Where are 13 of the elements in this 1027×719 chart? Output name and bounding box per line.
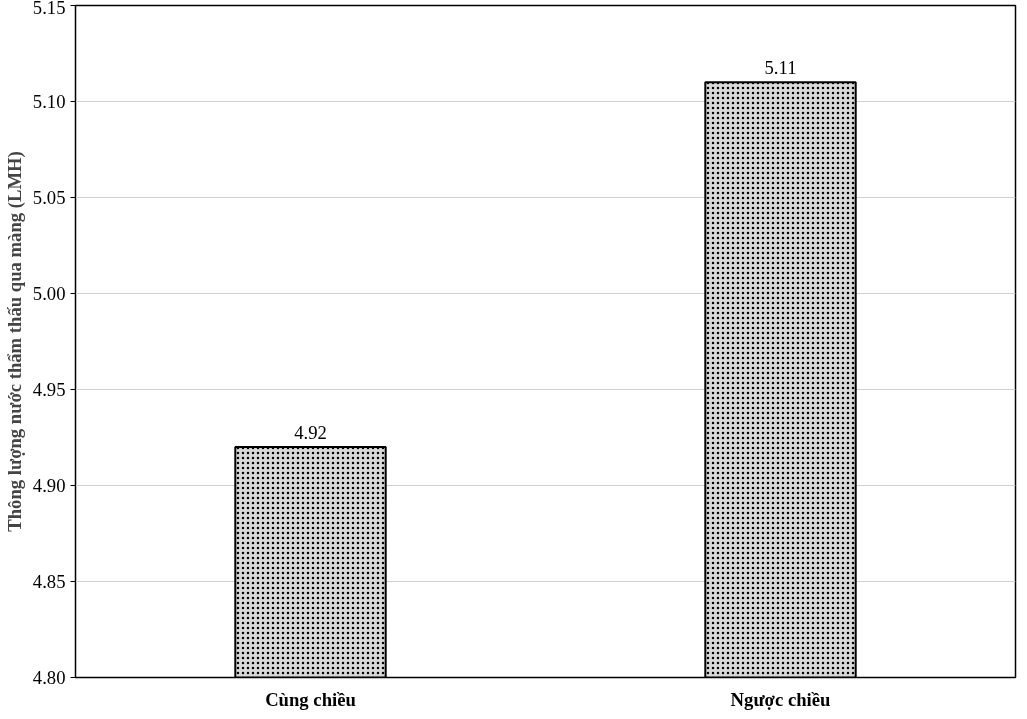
data-label: 5.11 [764,57,797,79]
y-tick-label: 4.90 [32,475,66,496]
x-tick-label: Ngược chiều [730,688,831,710]
y-axis-title: Thông lượng nước thẩm thấu qua màng (LMH) [3,151,26,532]
data-label: 4.92 [294,422,327,444]
y-tick-label: 5.10 [32,91,66,112]
y-tick-label: 5.15 [32,0,66,18]
y-tick-label: 5.05 [32,187,66,208]
y-tick-label: 4.85 [32,571,66,592]
x-tick-label: Cùng chiều [265,688,356,710]
y-tick-label: 4.95 [32,379,66,400]
y-tick-label: 5.00 [32,283,66,304]
y-tick-label: 4.80 [32,667,66,688]
